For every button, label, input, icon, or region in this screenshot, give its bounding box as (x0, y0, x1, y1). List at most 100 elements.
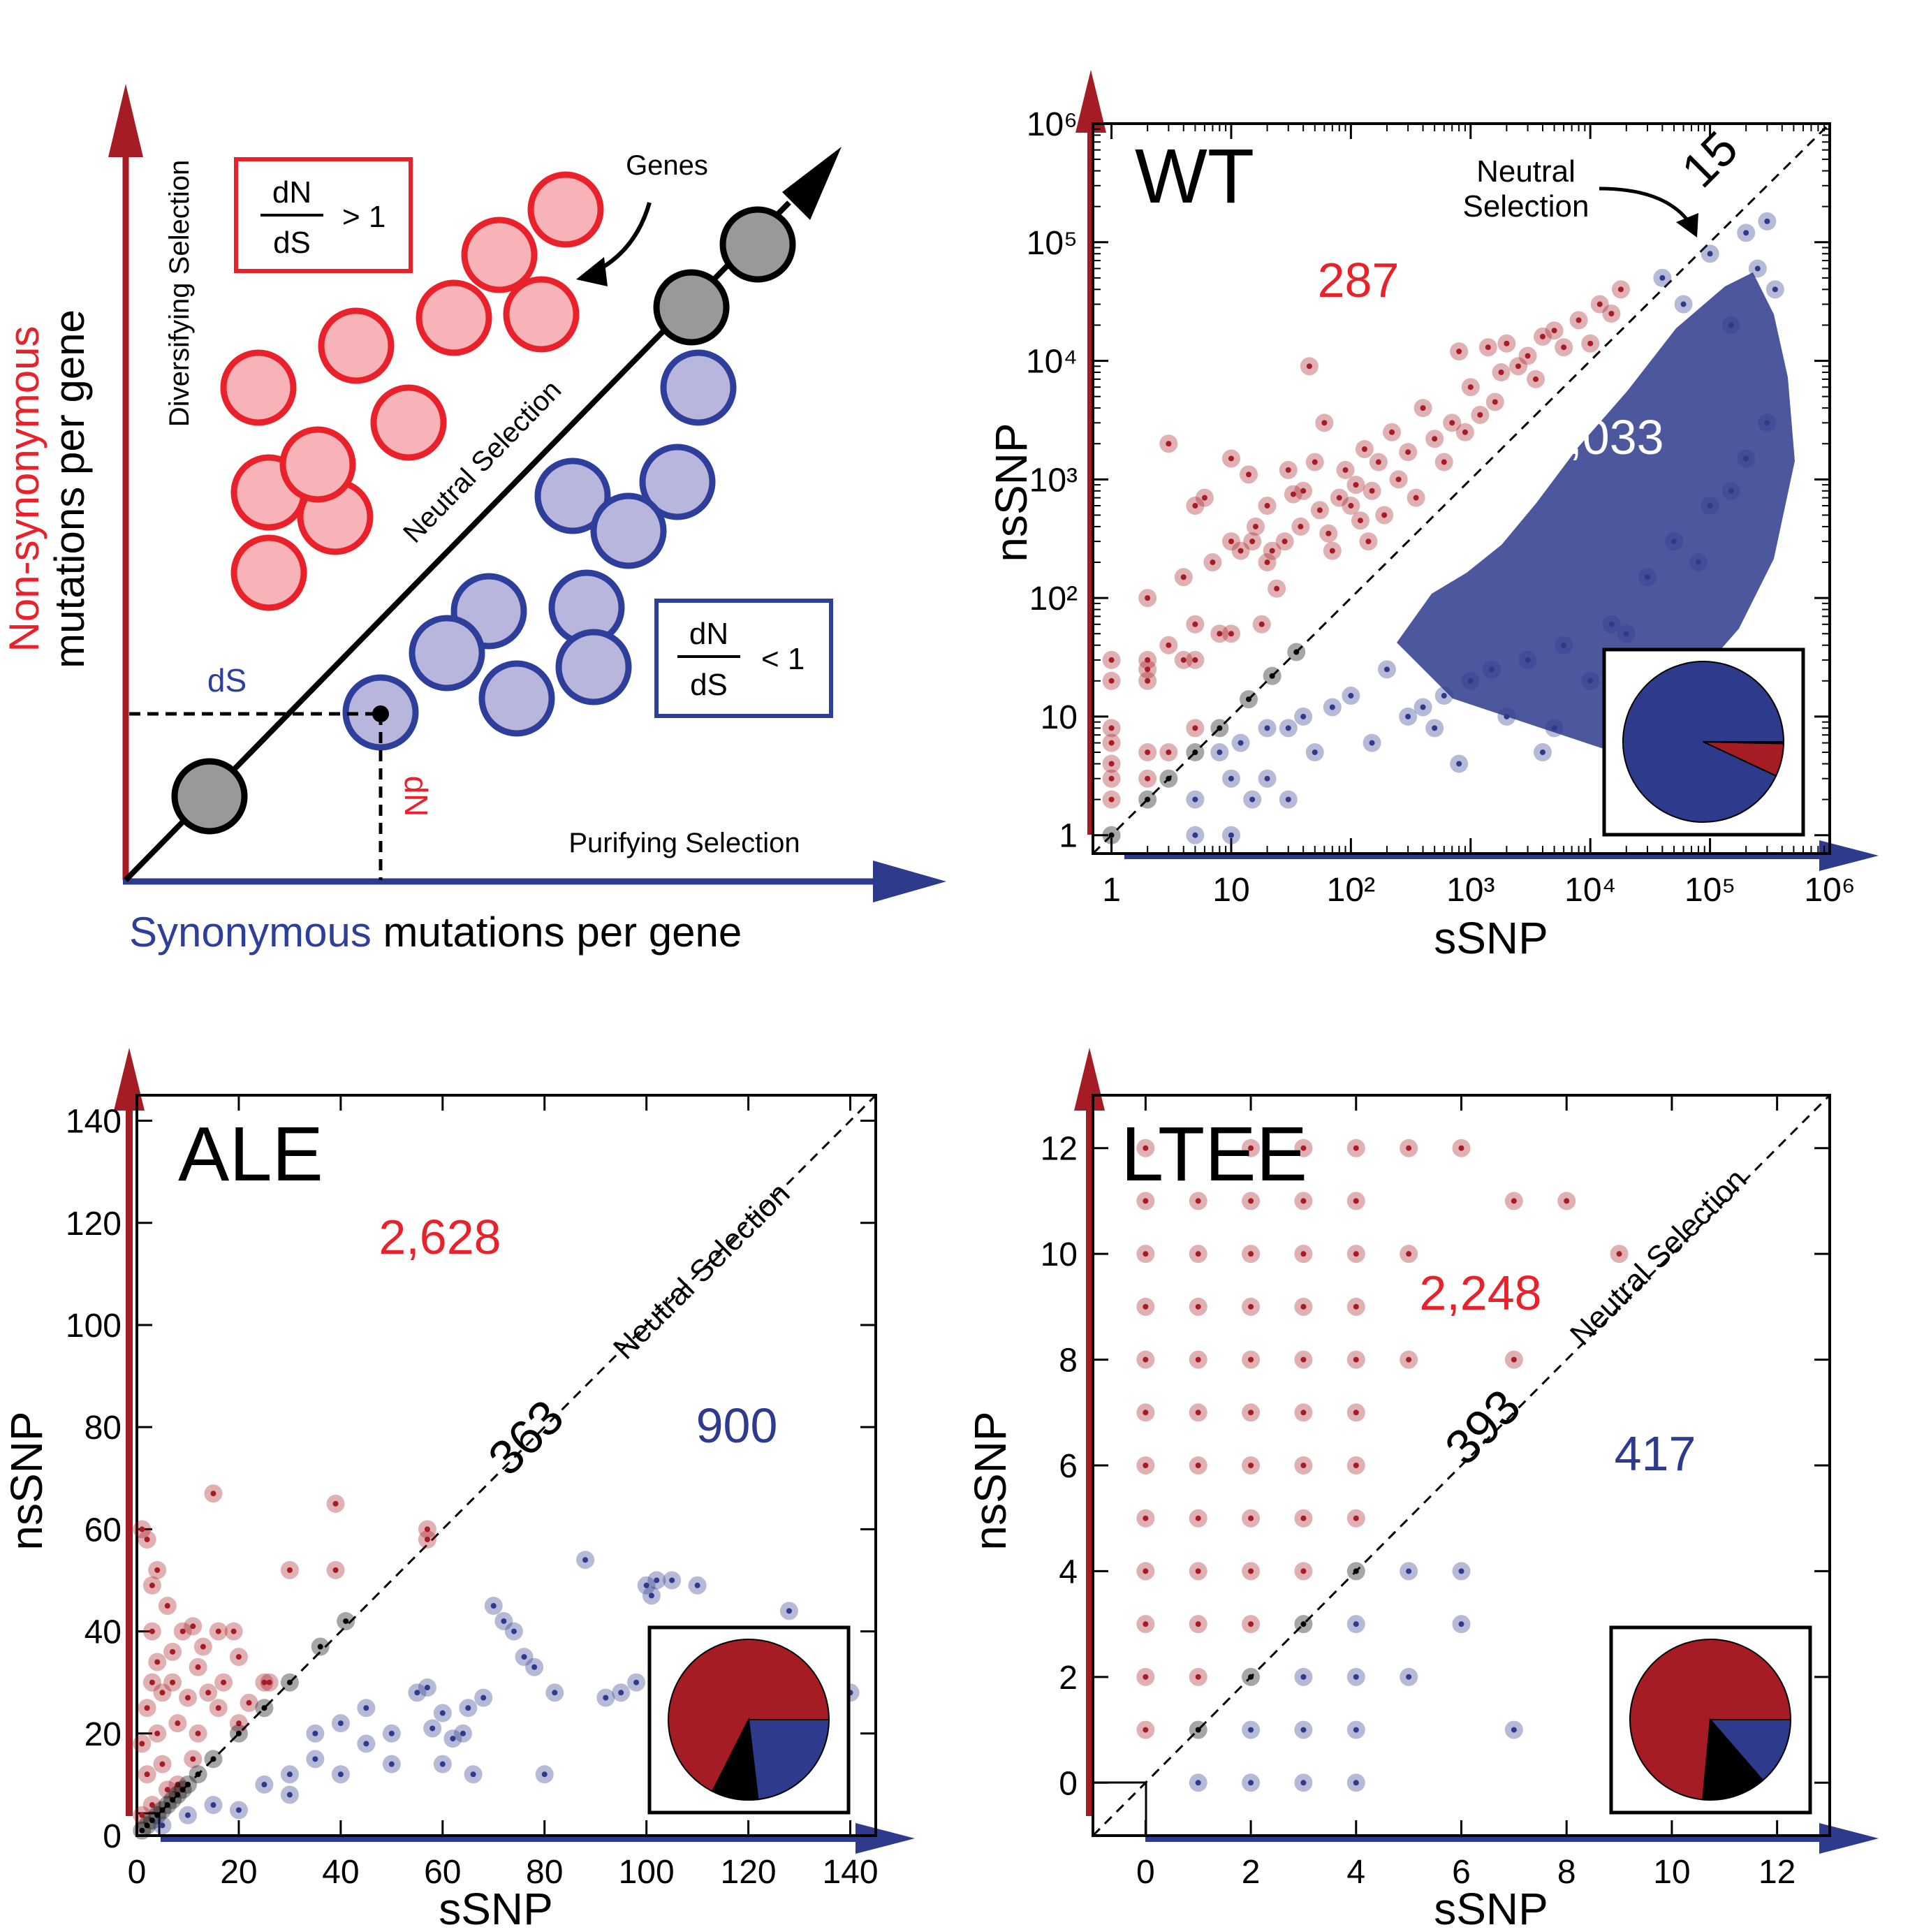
ltee-count-above: 2,248 (1419, 1266, 1541, 1320)
data-point-center (1477, 411, 1483, 418)
x-tick-label: 12 (1758, 1854, 1796, 1891)
wt-title: WT (1135, 133, 1254, 219)
data-point-center (1707, 503, 1713, 509)
y-tick-label: 4 (1059, 1553, 1078, 1590)
data-point-center (1525, 353, 1531, 359)
genes-arrowhead (576, 257, 608, 286)
x-tick-label: 20 (220, 1854, 257, 1891)
data-point-center (1195, 1621, 1201, 1627)
x-tick-label: 80 (526, 1854, 563, 1891)
schematic-y-label: Non-synonymous (1, 326, 47, 652)
ltee-title: LTEE (1121, 1111, 1307, 1197)
data-point-center (170, 1679, 176, 1685)
data-point-center (1316, 507, 1323, 513)
data-point-center (200, 1644, 206, 1650)
wt-count-above: 287 (1318, 253, 1400, 307)
data-point-center (1192, 796, 1198, 803)
gene-circle (220, 349, 297, 426)
svg-text:dS: dS (273, 226, 311, 260)
data-point-center (501, 1618, 507, 1624)
gene-circle (171, 758, 248, 835)
data-point-center (1405, 449, 1411, 455)
gene-circle (478, 660, 555, 737)
data-point-center (184, 1781, 191, 1787)
data-point-center (1248, 1410, 1254, 1416)
data-point-center (154, 1730, 161, 1736)
wt-neutral-arrow (1599, 186, 1692, 225)
neutral-diagonal-arrowhead (782, 147, 842, 220)
data-point-center (1357, 518, 1363, 524)
data-point-center (1248, 1515, 1254, 1521)
data-point-center (164, 1787, 170, 1793)
gene-circle (318, 307, 395, 384)
data-point-center (1300, 1251, 1307, 1257)
data-point-center (541, 1771, 548, 1778)
gene-circle (639, 444, 716, 520)
gene-circle (653, 269, 730, 346)
data-point-center (1353, 1145, 1359, 1151)
data-point-center (1108, 678, 1115, 684)
data-point-center (439, 1710, 446, 1716)
ale-y-arrowhead (114, 1048, 145, 1111)
data-point-center (552, 1690, 558, 1696)
data-point-center (1381, 512, 1388, 518)
data-point-center (1300, 1145, 1307, 1151)
svg-text:> 1: > 1 (342, 200, 385, 234)
y-tick-label: 6 (1059, 1448, 1078, 1485)
data-point-center (363, 1705, 369, 1711)
data-point-center (1504, 340, 1510, 346)
y-tick-label: 10⁵ (1027, 225, 1078, 262)
data-point-center (1353, 1356, 1359, 1363)
data-point-center (1353, 1251, 1359, 1257)
data-point-center (1298, 523, 1304, 529)
data-point-center (170, 1648, 176, 1655)
data-point-center (175, 1792, 181, 1798)
data-point-center (1210, 559, 1216, 566)
data-point-center (648, 1593, 654, 1599)
x-tick-label: 10³ (1446, 872, 1495, 909)
ltee-y-arrowhead (1074, 1048, 1105, 1111)
data-point-center (1195, 1303, 1201, 1310)
data-point-center (1195, 1515, 1201, 1521)
data-point-center (195, 1771, 201, 1778)
data-point-center (1300, 1356, 1307, 1363)
data-point-center (261, 1781, 267, 1787)
data-point-center (1195, 1410, 1201, 1416)
data-point-center (1192, 749, 1198, 756)
data-point-center (1238, 740, 1244, 746)
data-point-center (1488, 666, 1495, 673)
data-point-center (1217, 749, 1223, 756)
ale-pie-chart (668, 1639, 830, 1801)
ratio-box-bottom: dN dS < 1 (654, 599, 833, 718)
ltee-origin-box (1092, 1781, 1147, 1837)
data-point-center (210, 1802, 216, 1808)
data-point-center (205, 1690, 212, 1696)
data-point-center (786, 1608, 792, 1614)
pie-slice-below (747, 1719, 830, 1801)
data-point-center (1264, 775, 1270, 782)
data-point-center (1269, 548, 1275, 554)
data-point-center (1743, 455, 1749, 462)
data-point-center (1166, 749, 1172, 756)
data-point-center (1195, 1198, 1201, 1204)
data-point-center (1264, 503, 1270, 509)
schematic-y-arrowhead (108, 84, 143, 157)
data-point-center (1336, 495, 1342, 501)
data-point-center (1300, 1515, 1307, 1521)
data-point-center (1467, 678, 1474, 684)
data-point-center (1108, 740, 1115, 746)
data-point-center (1145, 666, 1151, 673)
data-point-center (1238, 548, 1244, 554)
data-point-center (1195, 1356, 1201, 1363)
data-point-center (1274, 585, 1280, 592)
data-point-center (1145, 796, 1151, 803)
data-point-center (1375, 459, 1381, 465)
data-point-center (1383, 666, 1390, 673)
data-point-center (1353, 1674, 1359, 1680)
data-point-center (1143, 1568, 1149, 1574)
data-point-center (1143, 1198, 1149, 1204)
data-point-center (286, 1771, 293, 1778)
ale-plot-frame (135, 1094, 877, 1837)
x-tick-label: 10⁴ (1564, 872, 1616, 909)
data-point-center (144, 1771, 150, 1778)
